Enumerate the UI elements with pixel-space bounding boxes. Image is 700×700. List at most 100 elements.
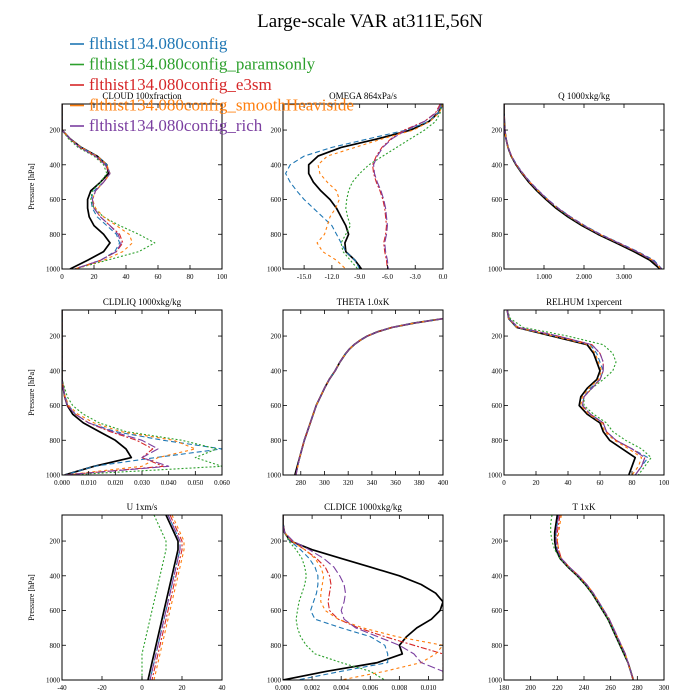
y-tick-label: 600: [492, 402, 503, 410]
x-tick-label: 240: [579, 684, 590, 692]
legend-entry-2: flthist134.080config_e3sm: [70, 75, 272, 94]
y-tick-label: 1000: [46, 677, 61, 685]
series-group: [283, 515, 443, 680]
series-line-4: [506, 310, 643, 475]
plot-frame: [503, 514, 665, 681]
series-line-2: [62, 310, 222, 475]
y-tick-label: 200: [50, 127, 61, 135]
x-tick-label: 1.000: [536, 273, 552, 281]
x-tick-label: 300: [319, 479, 330, 487]
x-tick-label: 320: [343, 479, 354, 487]
y-tick-label: 600: [50, 196, 61, 204]
series-line-0: [294, 317, 443, 475]
plot-frame: [282, 103, 444, 270]
series-line-2: [550, 515, 634, 680]
legend-entry-1: flthist134.080config_paramsonly: [70, 55, 316, 74]
y-tick-label: 1000: [46, 472, 61, 480]
series-line-4: [62, 310, 196, 475]
series-line-3: [295, 318, 443, 475]
x-tick-label: -3.0: [410, 273, 422, 281]
y-tick-label: 600: [492, 607, 503, 615]
x-tick-label: 360: [390, 479, 401, 487]
series-line-0: [147, 515, 179, 680]
y-axis-label: Pressure [hPa]: [27, 574, 36, 621]
x-tick-label: 0.060: [214, 479, 230, 487]
x-tick-label: -40: [57, 684, 67, 692]
legend: flthist134.080config flthist134.080config…: [70, 34, 354, 135]
series-group: [62, 310, 222, 475]
y-tick-label: 400: [50, 161, 61, 169]
series-line-0: [504, 104, 661, 269]
panel-title: THETA 1.0xK: [337, 297, 390, 307]
legend-entry-0: flthist134.080config: [70, 34, 228, 53]
x-tick-label: -9.0: [354, 273, 366, 281]
y-tick-label: 1000: [267, 677, 282, 685]
x-tick-label: 60: [155, 273, 163, 281]
x-tick-label: 20: [91, 273, 99, 281]
y-tick-label: 1000: [488, 472, 503, 480]
y-tick-label: 200: [271, 333, 282, 341]
panel-title: Q 1000xkg/kg: [558, 91, 610, 101]
x-tick-label: 80: [629, 479, 637, 487]
x-tick-label: 300: [659, 684, 670, 692]
x-tick-label: 40: [219, 684, 227, 692]
y-tick-label: 800: [492, 642, 503, 650]
x-tick-label: 200: [525, 684, 536, 692]
x-tick-label: 280: [296, 479, 307, 487]
series-group: [62, 104, 156, 269]
plot-frame: [61, 309, 223, 476]
x-tick-label: 0: [140, 684, 144, 692]
x-tick-label: 180: [499, 684, 510, 692]
y-tick-label: 600: [492, 196, 503, 204]
y-tick-label: 200: [50, 538, 61, 546]
y-tick-label: 400: [492, 161, 503, 169]
x-tick-label: 0.008: [391, 684, 407, 692]
y-tick-label: 200: [492, 538, 503, 546]
x-tick-label: 3.000: [616, 273, 632, 281]
legend-entry-4: flthist134.080config_rich: [70, 116, 263, 135]
x-tick-label: 340: [367, 479, 378, 487]
plot-frame: [282, 514, 444, 681]
legend-entry-3: flthist134.080config_smoothHeaviside: [70, 96, 354, 115]
legend-label: flthist134.080config_rich: [89, 116, 263, 135]
series-group: [504, 104, 663, 269]
y-tick-label: 600: [271, 607, 282, 615]
y-tick-label: 1000: [488, 677, 503, 685]
series-line-2: [340, 104, 442, 269]
panel-title: CLDLIQ 1000xkg/kg: [103, 297, 182, 307]
series-line-1: [285, 104, 443, 269]
series-line-3: [283, 515, 443, 680]
series-line-5: [506, 310, 646, 475]
y-tick-label: 600: [50, 402, 61, 410]
x-tick-label: 0.010: [81, 479, 97, 487]
panel-u-1xm-s: U 1xm/s -40 -20 0 20 40 200 400 600 800 1000 Pressu…: [27, 502, 226, 692]
panel-title: CLDICE 1000xkg/kg: [324, 502, 402, 512]
y-tick-label: 600: [271, 402, 282, 410]
panel-omega-864xpa-s: OMEGA 864xPa/s -15.0 -12.0 -9.0 -6.0 -3.0 0.0 2…: [267, 91, 448, 281]
series-line-2: [283, 515, 386, 680]
y-tick-label: 400: [50, 367, 61, 375]
y-tick-label: 200: [492, 333, 503, 341]
series-line-3: [372, 104, 441, 269]
y-tick-label: 400: [492, 572, 503, 580]
panel-title: RELHUM 1xpercent: [546, 297, 622, 307]
y-tick-label: 800: [50, 437, 61, 445]
panel-t-1xk: T 1xK 180 200 220 240 260 280 300 200 400 600 800 10…: [488, 502, 670, 692]
series-line-5: [295, 318, 443, 475]
x-tick-label: 0.0: [439, 273, 448, 281]
x-tick-label: 0.050: [187, 479, 203, 487]
series-line-0: [553, 515, 635, 680]
x-tick-label: 80: [187, 273, 195, 281]
x-tick-label: 2.000: [576, 273, 592, 281]
x-tick-label: 60: [597, 479, 605, 487]
x-tick-label: -12.0: [325, 273, 340, 281]
y-tick-label: 800: [271, 437, 282, 445]
legend-label: flthist134.080config: [89, 34, 228, 53]
series-line-0: [506, 310, 637, 475]
series-line-2: [295, 318, 443, 475]
y-tick-label: 400: [271, 161, 282, 169]
series-line-5: [62, 104, 122, 269]
x-tick-label: 400: [438, 479, 449, 487]
